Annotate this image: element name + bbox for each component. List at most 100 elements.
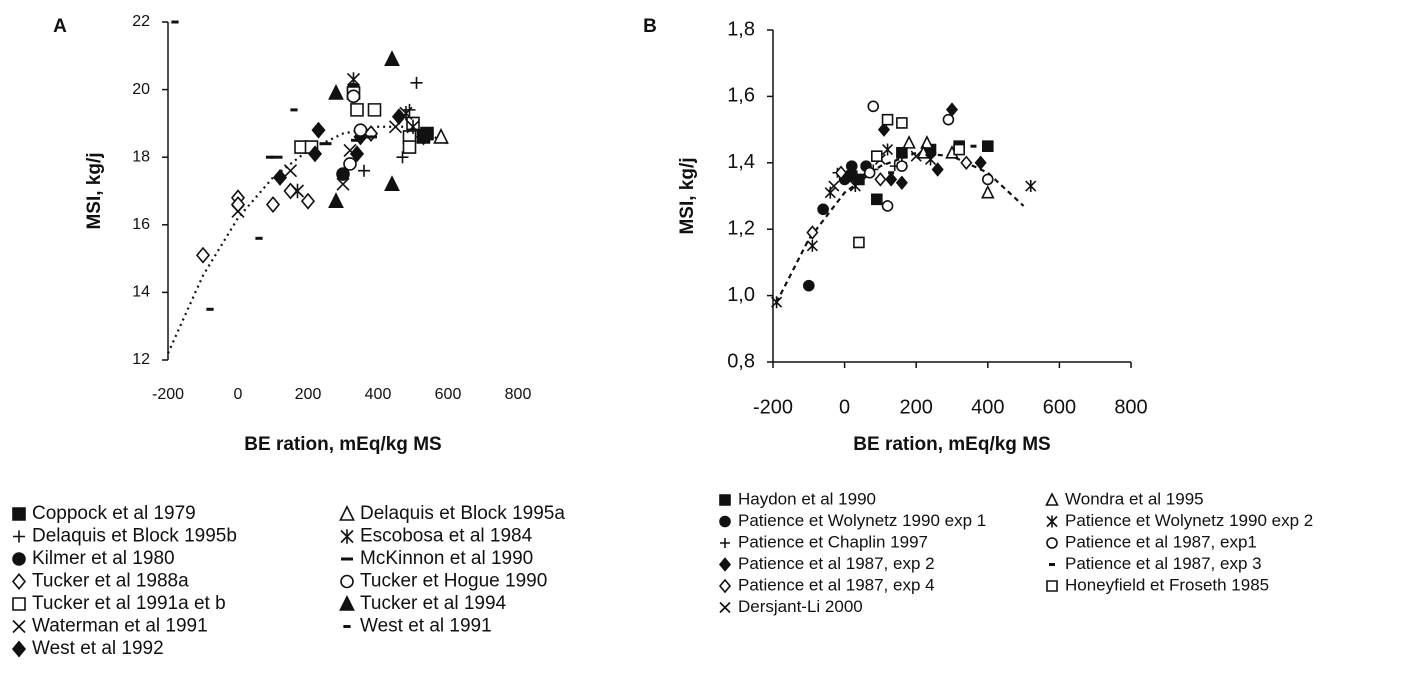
data-point xyxy=(974,155,987,171)
data-point xyxy=(853,236,865,249)
data-point xyxy=(265,196,281,213)
data-point xyxy=(881,200,894,212)
legend-label: Patience et al 1987, exp 3 xyxy=(1065,554,1262,573)
data-point xyxy=(353,123,368,137)
y-tick-label: 1,2 xyxy=(727,217,755,239)
data-point xyxy=(349,145,365,163)
data-point xyxy=(849,180,861,193)
y-tick-label: 12 xyxy=(132,351,150,368)
legend-label: Tucker et al 1991a et b xyxy=(32,593,226,614)
legend-label: Dersjant-Li 2000 xyxy=(738,597,863,616)
data-point xyxy=(433,127,449,144)
legend-label: Tucker et al 1994 xyxy=(360,593,507,614)
data-point xyxy=(817,203,829,216)
legend-marker xyxy=(339,595,355,611)
data-point xyxy=(953,143,965,156)
x-axis-title: BE ration, mEq/kg MS xyxy=(853,434,1050,455)
data-point xyxy=(328,83,344,100)
legend-marker xyxy=(339,505,355,521)
x-tick-label: 200 xyxy=(295,386,322,403)
legend-label: Patience et Wolynetz 1990 exp 1 xyxy=(738,511,986,530)
data-point xyxy=(902,135,916,149)
data-point xyxy=(346,72,361,87)
data-point xyxy=(834,165,848,181)
legend-marker xyxy=(1046,537,1058,549)
data-point xyxy=(290,183,305,199)
data-point xyxy=(931,162,944,177)
legend-marker xyxy=(11,640,27,658)
y-tick-label: 1,0 xyxy=(727,284,755,306)
x-tick-label: 800 xyxy=(505,386,532,403)
y-tick-label: 14 xyxy=(132,284,150,301)
data-point xyxy=(283,182,298,200)
data-point xyxy=(877,122,891,137)
data-point xyxy=(358,164,370,177)
legend-marker xyxy=(719,494,731,506)
data-point xyxy=(924,153,937,166)
legend-marker xyxy=(1046,580,1058,592)
legend-label: Waterman et al 1991 xyxy=(32,616,208,637)
data-point xyxy=(960,155,973,171)
legend-marker xyxy=(1046,515,1058,528)
data-point xyxy=(328,192,344,208)
data-point xyxy=(881,113,894,126)
legend-label: Escobosa et al 1984 xyxy=(360,526,533,547)
data-point xyxy=(885,172,898,187)
y-tick-label: 1,4 xyxy=(727,151,755,173)
legend-marker xyxy=(12,507,26,521)
legend-marker xyxy=(1045,492,1059,506)
data-point xyxy=(195,246,211,264)
x-tick-label: 0 xyxy=(234,386,243,403)
legend-label: Patience et al 1987, exp 2 xyxy=(738,554,935,573)
data-point xyxy=(874,172,887,187)
data-point xyxy=(1025,180,1037,193)
data-point xyxy=(896,160,908,172)
legend-marker xyxy=(13,530,25,543)
data-point xyxy=(396,151,409,164)
trend-line xyxy=(775,151,1025,303)
legend-marker xyxy=(718,557,732,572)
legend-label: West et al 1991 xyxy=(360,616,492,637)
y-tick-label: 0,8 xyxy=(727,350,755,372)
data-point xyxy=(867,100,880,113)
legend-marker xyxy=(11,573,27,590)
data-point xyxy=(406,119,420,134)
data-point xyxy=(410,76,423,89)
legend-label: Delaquis et Block 1995b xyxy=(32,526,237,547)
legend-label: Tucker et Hogue 1990 xyxy=(360,571,547,592)
y-tick-label: 1,6 xyxy=(727,85,755,107)
data-point xyxy=(402,140,417,154)
data-point xyxy=(896,117,908,129)
x-axis-title: BE ration, mEq/kg MS xyxy=(244,434,441,455)
data-point xyxy=(416,128,431,146)
y-axis-title: MSI, kg/j xyxy=(677,157,698,234)
data-point xyxy=(871,150,883,162)
data-point xyxy=(824,186,836,199)
data-point xyxy=(300,192,316,210)
y-tick-label: 18 xyxy=(132,148,150,165)
legend-label: Patience et Wolynetz 1990 exp 2 xyxy=(1065,511,1313,530)
trend-line xyxy=(166,125,449,354)
legend-label: Coppock et al 1979 xyxy=(32,503,196,524)
legend-label: West et al 1992 xyxy=(32,638,164,659)
data-point xyxy=(311,121,326,139)
legend-label: Tucker et al 1988a xyxy=(32,571,189,592)
data-point xyxy=(863,167,876,179)
data-point xyxy=(806,239,818,252)
y-axis-title: MSI, kg/j xyxy=(84,152,105,229)
data-point xyxy=(881,143,894,156)
data-point xyxy=(802,279,815,292)
x-tick-label: 400 xyxy=(365,386,392,403)
data-point xyxy=(982,140,994,152)
legend-label: Patience et al 1987, exp 4 xyxy=(738,575,935,594)
data-point xyxy=(981,173,994,186)
x-tick-label: 800 xyxy=(1114,396,1147,418)
legend-label: Delaquis et Block 1995a xyxy=(360,503,565,524)
data-point xyxy=(845,160,858,172)
legend-marker xyxy=(719,515,731,528)
data-point xyxy=(871,193,883,206)
legend-label: Wondra et al 1995 xyxy=(1065,489,1204,508)
data-point xyxy=(346,89,361,104)
